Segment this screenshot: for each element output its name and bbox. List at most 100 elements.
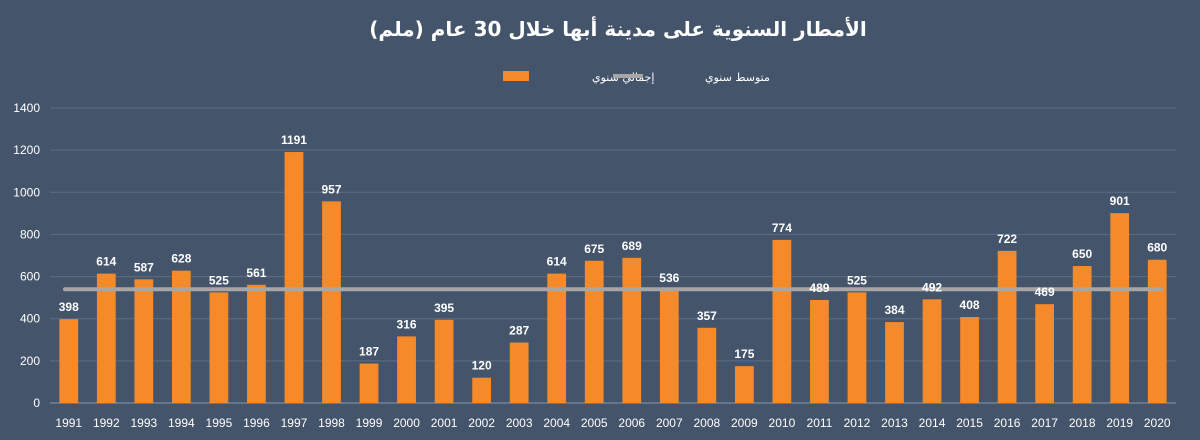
x-tick-label-1996: 1996 — [243, 416, 270, 430]
bar-2000 — [397, 336, 416, 403]
x-tick-label-2008: 2008 — [693, 416, 720, 430]
data-label-1999: 187 — [359, 345, 379, 359]
x-tick-label-1992: 1992 — [93, 416, 120, 430]
data-label-2012: 525 — [847, 273, 867, 287]
bar-2010 — [772, 239, 792, 403]
x-tick-label-1997: 1997 — [281, 416, 308, 430]
bar-1998 — [322, 201, 341, 403]
data-label-1997: 1191 — [281, 133, 307, 147]
x-tick-label-2020: 2020 — [1144, 416, 1171, 430]
data-label-2008: 357 — [697, 309, 717, 323]
y-tick-label: 0 — [33, 396, 40, 410]
y-tick-label: 800 — [20, 227, 40, 241]
data-label-2019: 901 — [1110, 194, 1130, 208]
x-tick-label-2019: 2019 — [1106, 416, 1133, 430]
y-tick-label: 1000 — [13, 185, 40, 199]
x-tick-label-2007: 2007 — [656, 416, 683, 430]
y-tick-label: 200 — [20, 354, 40, 368]
bar-2003 — [509, 342, 529, 403]
x-tick-label-2004: 2004 — [543, 416, 570, 430]
bar-1997 — [284, 152, 304, 403]
bar-2014 — [922, 299, 942, 403]
bar-1999 — [359, 363, 379, 403]
x-tick-label-2011: 2011 — [807, 416, 833, 430]
x-tick-label-2006: 2006 — [618, 416, 645, 430]
data-label-2000: 316 — [397, 317, 417, 331]
x-tick-label-1991: 1991 — [55, 416, 82, 430]
x-axis: 1991 1992 1993 1994 1995 1996 1997 1998 1999 2000… — [55, 416, 1170, 430]
x-tick-label-2017: 2017 — [1031, 416, 1058, 430]
data-label-2017: 469 — [1035, 285, 1055, 299]
data-label-2001: 395 — [434, 301, 454, 315]
data-label-2004: 614 — [547, 255, 567, 269]
data-label-2018: 650 — [1072, 247, 1092, 261]
bar-1995 — [209, 292, 229, 403]
x-tick-label-2000: 2000 — [393, 416, 420, 430]
bar-2012 — [847, 292, 867, 403]
data-label-1998: 957 — [321, 182, 341, 196]
data-label-2007: 536 — [659, 271, 679, 285]
x-tick-label-2015: 2015 — [956, 416, 983, 430]
x-tick-label-2016: 2016 — [994, 416, 1021, 430]
bar-2019 — [1110, 213, 1130, 403]
x-tick-label-2005: 2005 — [581, 416, 608, 430]
bar-1993 — [134, 279, 154, 403]
bar-2016 — [997, 250, 1017, 403]
x-tick-label-2012: 2012 — [844, 416, 871, 430]
data-label-2006: 689 — [622, 239, 642, 253]
data-label-2010: 774 — [772, 221, 792, 235]
x-tick-label-1994: 1994 — [168, 416, 195, 430]
data-label-2013: 384 — [884, 303, 904, 317]
bar-1991 — [59, 319, 79, 403]
data-label-1995: 525 — [209, 273, 229, 287]
bar-2015 — [960, 317, 979, 403]
data-label-1991: 398 — [59, 300, 79, 314]
bar-2007 — [659, 290, 679, 403]
data-label-2005: 675 — [584, 242, 604, 256]
y-tick-label: 600 — [20, 270, 40, 284]
legend-label-line: متوسط سنوي — [705, 71, 770, 84]
data-label-2015: 408 — [960, 298, 980, 312]
data-label-1996: 561 — [246, 266, 266, 280]
data-label-2003: 287 — [509, 324, 529, 338]
x-tick-label-2018: 2018 — [1069, 416, 1096, 430]
y-tick-label: 1200 — [13, 143, 40, 157]
x-tick-label-2009: 2009 — [731, 416, 758, 430]
bar-2006 — [622, 257, 642, 403]
bar-2011 — [810, 299, 829, 403]
x-tick-label-1995: 1995 — [206, 416, 233, 430]
bar-2001 — [434, 319, 454, 403]
data-label-2020: 680 — [1147, 241, 1167, 255]
data-label-2002: 120 — [472, 359, 492, 373]
x-tick-label-1998: 1998 — [318, 416, 345, 430]
bar-2002 — [472, 377, 492, 403]
data-labels: 398 614 587 628 525 561 1191 957 187 316 395 120 287… — [59, 133, 1168, 373]
x-tick-label-1999: 1999 — [356, 416, 383, 430]
bar-2013 — [885, 322, 904, 403]
bar-2008 — [697, 327, 717, 403]
bars — [59, 152, 1167, 403]
y-tick-label: 1400 — [13, 101, 40, 115]
data-label-1992: 614 — [96, 255, 116, 269]
bar-2020 — [1147, 259, 1167, 403]
data-label-2011: 489 — [809, 281, 829, 295]
data-label-2009: 175 — [734, 347, 754, 361]
bar-2004 — [547, 273, 567, 403]
bar-2009 — [734, 366, 754, 403]
x-tick-label-2001: 2001 — [431, 416, 458, 430]
chart-title: الأمطار السنوية على مدينة أبها خلال 30 ع… — [369, 15, 866, 41]
y-axis: 0 200 400 600 800 1000 1200 1400 — [13, 101, 40, 410]
x-tick-label-2002: 2002 — [468, 416, 495, 430]
bar-1996 — [247, 284, 266, 403]
data-label-2014: 492 — [922, 280, 942, 294]
bar-2018 — [1072, 266, 1092, 403]
x-tick-label-2010: 2010 — [769, 416, 796, 430]
bar-2017 — [1035, 304, 1055, 403]
data-label-1993: 587 — [134, 260, 154, 274]
x-tick-label-2013: 2013 — [881, 416, 908, 430]
gridlines — [50, 107, 1176, 404]
bar-2005 — [584, 260, 604, 403]
legend: إجمالي سنوي متوسط سنوي — [503, 71, 770, 84]
